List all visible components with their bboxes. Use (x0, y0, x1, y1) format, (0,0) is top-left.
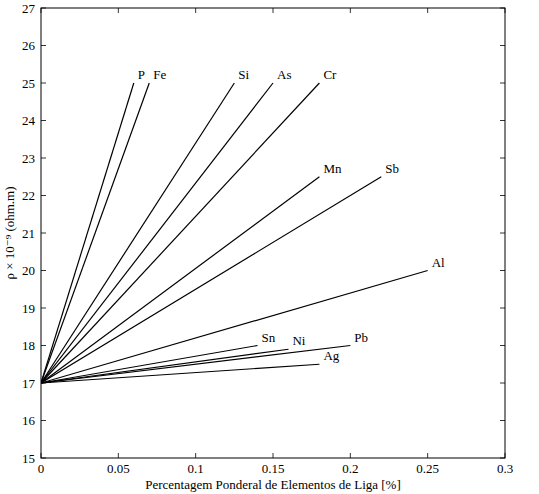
series-label: Sb (385, 161, 399, 176)
x-tick (273, 453, 274, 458)
y-tick (41, 195, 46, 196)
y-tick-label: 20 (22, 263, 35, 278)
series-line (41, 177, 319, 383)
y-tick-label: 18 (22, 338, 35, 353)
y-tick-label: 21 (22, 226, 35, 241)
series-label: Mn (323, 161, 342, 176)
x-axis-label: Percentagem Ponderal de Elementos de Lig… (145, 477, 401, 492)
x-tick-label: 0.05 (107, 461, 130, 476)
x-tick-top (350, 8, 351, 13)
series-group (41, 83, 428, 383)
x-tick (427, 453, 428, 458)
y-tick (41, 420, 46, 421)
series-label: Si (238, 67, 249, 82)
series-label: Sn (262, 330, 276, 345)
y-tick (41, 233, 46, 234)
y-tick-label: 26 (22, 38, 36, 53)
y-tick-label: 25 (22, 76, 35, 91)
series-label: Al (432, 255, 445, 270)
y-tick-right (500, 83, 505, 84)
series-line (41, 83, 234, 383)
y-tick-label: 22 (22, 188, 35, 203)
series-line (41, 364, 319, 383)
series-line (41, 83, 134, 383)
series-label: P (138, 67, 145, 82)
y-tick-label: 19 (22, 301, 35, 316)
y-tick-right (500, 158, 505, 159)
chart-svg: 0 0.05 0.1 0.15 0.2 0.25 0.3 15 16 17 18 19 20 21 22 23… (0, 0, 539, 494)
x-tick-top (273, 8, 274, 13)
series-label: Ni (292, 333, 305, 348)
x-tick-label: 0.3 (497, 461, 513, 476)
y-tick-right (500, 120, 505, 121)
y-tick-label: 17 (22, 376, 36, 391)
y-tick (41, 120, 46, 121)
y-tick-right (500, 195, 505, 196)
series-line (41, 83, 319, 383)
y-tick-label: 15 (22, 451, 35, 466)
y-axis-label: ρ × 10⁻⁹ (ohm.m) (2, 186, 17, 279)
y-tick (41, 83, 46, 84)
y-tick-label: 23 (22, 151, 35, 166)
y-tick-right (500, 233, 505, 234)
plot-frame (41, 8, 505, 458)
x-tick-top (427, 8, 428, 13)
chart-container: 0 0.05 0.1 0.15 0.2 0.25 0.3 15 16 17 18 19 20 21 22 23… (0, 0, 539, 494)
x-tick-top (118, 8, 119, 13)
x-tick-label: 0.25 (416, 461, 439, 476)
series-line (41, 177, 381, 383)
y-tick-right (500, 420, 505, 421)
y-tick-right (500, 345, 505, 346)
series-line (41, 83, 149, 383)
y-tick-right (500, 383, 505, 384)
plot-background (41, 8, 505, 458)
y-tick (41, 308, 46, 309)
x-tick-top (195, 8, 196, 13)
series-label: Ag (323, 348, 339, 363)
x-tick (195, 453, 196, 458)
y-tick (41, 270, 46, 271)
x-tick-label: 0 (38, 461, 45, 476)
x-tick (118, 453, 119, 458)
series-line (41, 83, 273, 383)
y-tick-right (500, 45, 505, 46)
series-line (41, 271, 428, 384)
series-line (41, 346, 350, 384)
x-tick-label: 0.1 (188, 461, 204, 476)
y-tick-label: 24 (22, 113, 36, 128)
series-label: Pb (354, 330, 368, 345)
y-tick (41, 158, 46, 159)
y-tick-label: 16 (22, 413, 36, 428)
series-label: Cr (323, 67, 337, 82)
x-tick-label: 0.15 (262, 461, 285, 476)
y-tick-right (500, 270, 505, 271)
x-tick (350, 453, 351, 458)
y-tick-label: 27 (22, 1, 36, 16)
series-label: Fe (153, 67, 166, 82)
series-line (41, 346, 258, 384)
x-tick-label: 0.2 (342, 461, 358, 476)
y-tick (41, 45, 46, 46)
series-label: As (277, 67, 291, 82)
y-tick (41, 345, 46, 346)
y-tick-right (500, 308, 505, 309)
